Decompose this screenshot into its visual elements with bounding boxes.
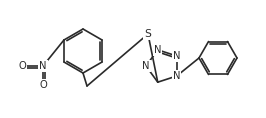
Text: S: S <box>144 29 151 39</box>
Text: N: N <box>142 61 150 71</box>
Text: O: O <box>18 61 26 71</box>
Text: N: N <box>39 61 47 71</box>
Text: O: O <box>39 80 47 90</box>
Text: N: N <box>173 71 181 81</box>
Text: N: N <box>154 45 161 55</box>
Text: N: N <box>173 51 181 61</box>
